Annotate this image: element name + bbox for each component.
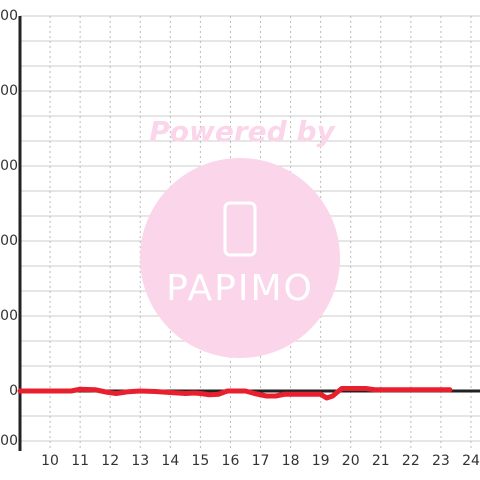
x-tick-label: 15 bbox=[191, 453, 209, 469]
y-tick-label: 120,000 bbox=[0, 83, 18, 99]
x-tick-label: 22 bbox=[402, 453, 420, 469]
watermark-logo: PAPIMO bbox=[166, 268, 314, 309]
x-tick-label: 11 bbox=[71, 453, 89, 469]
y-tick-label: 150,000 bbox=[0, 8, 18, 24]
x-tick-label: 10 bbox=[41, 453, 59, 469]
x-tick-label: 18 bbox=[282, 453, 300, 469]
y-tick-label: 60,000 bbox=[0, 233, 18, 249]
y-tick-label: -20,000 bbox=[0, 433, 18, 449]
x-tick-label: 21 bbox=[372, 453, 390, 469]
x-tick-label: 14 bbox=[161, 453, 179, 469]
data-line bbox=[17, 386, 453, 401]
x-tick-label: 13 bbox=[131, 453, 149, 469]
watermark-text: Powered by bbox=[149, 115, 336, 148]
x-tick-label: 19 bbox=[312, 453, 330, 469]
x-tick-label: 23 bbox=[432, 453, 450, 469]
x-tick-label: 16 bbox=[222, 453, 240, 469]
x-tick-label: 17 bbox=[252, 453, 270, 469]
x-tick-label: 20 bbox=[342, 453, 360, 469]
x-tick-label: 24 bbox=[462, 453, 480, 469]
watermark-icon bbox=[223, 201, 257, 257]
y-tick-label: 30,000 bbox=[0, 308, 18, 324]
watermark-circle bbox=[140, 158, 340, 358]
y-tick-label: 90,000 bbox=[0, 158, 18, 174]
y-tick-label: 0 bbox=[9, 383, 18, 399]
x-tick-label: 12 bbox=[101, 453, 119, 469]
